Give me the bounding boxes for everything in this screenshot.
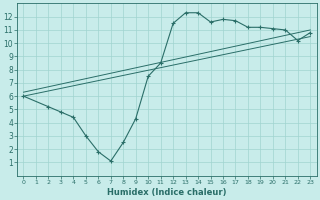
X-axis label: Humidex (Indice chaleur): Humidex (Indice chaleur) xyxy=(107,188,227,197)
